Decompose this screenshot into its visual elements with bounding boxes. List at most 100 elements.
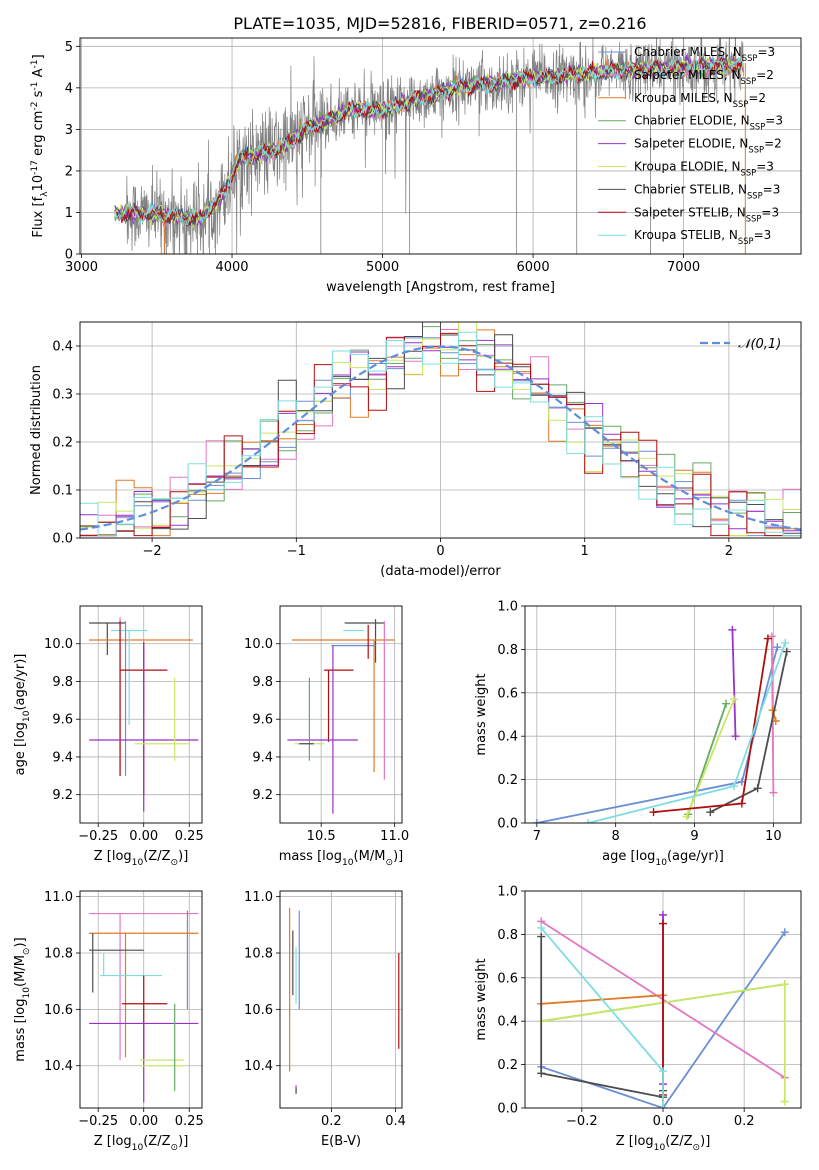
label-text: =3	[756, 160, 774, 174]
label-text: age [log	[602, 849, 655, 864]
axes-frame	[279, 890, 403, 1109]
y-tick-label: 10.0	[44, 637, 73, 652]
x-tick-label: 0.2	[321, 1114, 342, 1129]
axes-frame	[524, 605, 802, 824]
label-text: =3	[761, 205, 779, 219]
y-tick-label: 4	[65, 81, 73, 96]
label-text: E(B-V)	[321, 1134, 361, 1149]
histogram-kroupa_stelib	[80, 331, 801, 537]
label-text: Kroupa MILES, N	[634, 91, 733, 105]
weight-marker	[537, 923, 546, 932]
weight-marker	[771, 717, 780, 726]
axes-frame	[524, 890, 802, 1109]
y-tick-label: 0.0	[52, 532, 73, 547]
y-tick-label: 1.0	[497, 600, 518, 615]
math-text: SSP	[733, 99, 749, 109]
weight-marker	[722, 699, 731, 708]
label-text: Flux [f	[31, 196, 46, 237]
label-text: (Z/Z	[143, 849, 170, 864]
weight-marker	[649, 808, 658, 817]
ticks: 7 8 9 10 0.0 0.2 0.4 0.6 0.8 1.0	[497, 600, 781, 845]
legend-label: 𝒩(0,1)	[738, 337, 781, 352]
figure-title: PLATE=1035, MJD=52816, FIBERID=0571, z=0…	[233, 14, 646, 33]
label-text: Chabrier MILES, N	[634, 45, 742, 59]
y-tick-label: 0.2	[497, 773, 518, 788]
plot-area	[114, 38, 746, 254]
x-tick-label: 0.00	[129, 1114, 158, 1129]
y-tick-label: 1	[65, 206, 73, 221]
label-text: =3	[765, 114, 783, 128]
legend-label: Chabrier ELODIE, NSSP=3	[634, 114, 783, 132]
age_vs_mass-axes: 10.5 11.0 9.2 9.4 9.6 9.8 10.0 mass [log10(M/M⊙…	[244, 605, 409, 868]
x-tick-label: 0.0	[653, 1114, 674, 1129]
y-tick-label: 0	[65, 248, 73, 263]
weight-marker	[659, 910, 667, 919]
legend-label: Chabrier STELIB, NSSP=3	[634, 182, 780, 200]
x-tick-label: 0	[436, 544, 444, 559]
x-tick-label: 8	[612, 829, 620, 844]
legend-label: Salpeter STELIB, NSSP=3	[634, 205, 779, 223]
y-tick-label: 0.4	[497, 1015, 518, 1030]
label-text: Z [log	[616, 1134, 654, 1149]
x-tick-label: −2	[143, 544, 162, 559]
ticks: −0.25 0.00 0.25 9.2 9.4 9.6 9.8 10.0	[44, 637, 204, 844]
y-tick-label: 0.6	[497, 686, 518, 701]
y-tick-label: 0.8	[497, 643, 518, 658]
label-text: (Z/Z	[665, 1134, 692, 1149]
weight-marker	[537, 1069, 546, 1078]
errorbar-point	[110, 629, 148, 725]
legend-label: Kroupa MILES, NSSP=2	[634, 91, 766, 109]
weight-marker	[782, 647, 791, 656]
weight-marker	[729, 782, 738, 791]
errorbar-point	[89, 641, 199, 812]
x-axis-label: Z [log10(Z/Z⊙)]	[94, 1134, 189, 1153]
y-tick-label: 9.8	[252, 675, 273, 690]
x-tick-label: −0.2	[566, 1114, 598, 1129]
age_vs_Z-axes: −0.25 0.00 0.259.29.49.69.810.0Z [log10(Z/…	[13, 605, 204, 868]
y-axis-label: mass weight	[474, 958, 489, 1040]
grid	[280, 606, 402, 823]
weight-marker	[659, 919, 667, 928]
x-tick-label: 0.2	[734, 1114, 755, 1129]
math-text: -17	[30, 160, 40, 175]
y-tick-label: 9.6	[52, 713, 73, 728]
label-text: s	[31, 90, 46, 101]
y-tick-label: 0.6	[497, 971, 518, 986]
model-spectrum-kroupa_elodie	[114, 56, 744, 228]
math-text: SSP	[741, 76, 757, 86]
label-text: Salpeter ELODIE, N	[634, 137, 748, 151]
y-tick-label: 9.2	[252, 788, 273, 803]
x-tick-label: −0.25	[78, 829, 118, 844]
label-text: Z [log	[94, 1134, 132, 1149]
panels: 3000 4000 5000 6000 7000 0 1 2 3 4 5 wavelength [An…	[13, 37, 802, 1153]
x-tick-label: 1	[581, 544, 589, 559]
legend-label: Kroupa STELIB, NSSP=3	[634, 228, 771, 246]
y-axis-label: mass weight	[474, 673, 489, 755]
label-text: =2	[764, 137, 782, 151]
label-text: (M/M	[13, 955, 28, 987]
y-tick-label: 11.0	[244, 890, 273, 905]
legend-label: Chabrier MILES, NSSP=3	[634, 45, 775, 63]
x-tick-label: 6000	[517, 260, 550, 275]
math-text: SSP	[746, 213, 762, 223]
weight-line-salpeter_elodie	[731, 629, 737, 737]
label-text: (Z/Z	[143, 1134, 170, 1149]
weight-marker	[763, 634, 772, 643]
weight-marker	[781, 638, 790, 647]
label-text: )]	[178, 849, 188, 864]
label-text: (data-model)/error	[380, 564, 501, 579]
y-axis-label: Normed distribution	[29, 365, 44, 495]
mass_vs_ebv-axes: 0.2 0.4 10.4 10.6 10.8 11.0 E(B-V)	[244, 890, 406, 1149]
label-text: ]	[31, 54, 46, 59]
math-text: ⊙	[22, 947, 32, 955]
y-tick-label: 0.8	[497, 928, 518, 943]
model-spectrum-salpeter_stelib	[114, 57, 744, 227]
math-text: 10	[655, 858, 667, 868]
x-tick-label: 5000	[366, 260, 399, 275]
label-text: Chabrier STELIB, N	[634, 182, 747, 196]
math-text: SSP	[741, 168, 757, 178]
math-text: SSP	[738, 236, 754, 246]
label-text: mass [log	[279, 849, 342, 864]
